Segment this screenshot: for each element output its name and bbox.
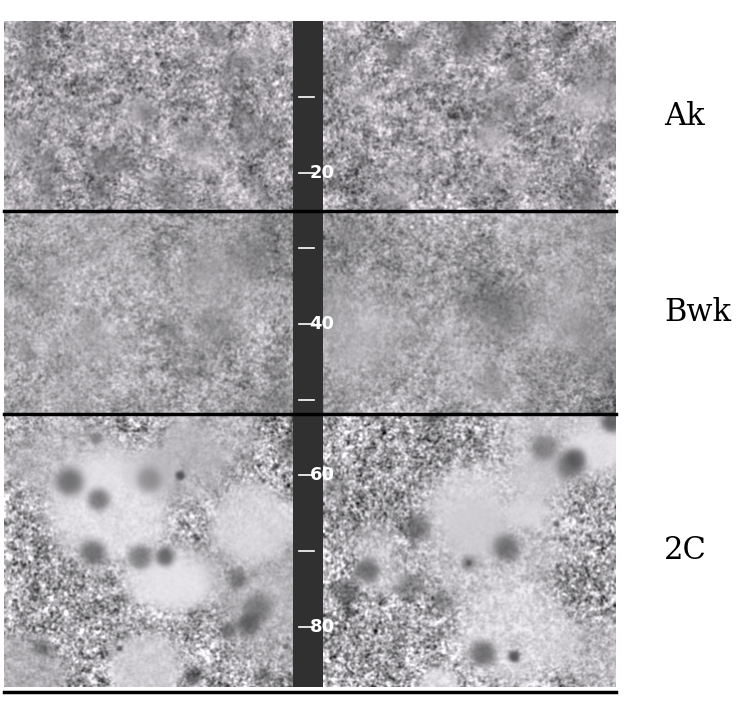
Text: 2C: 2C xyxy=(664,535,707,566)
Text: Bwk: Bwk xyxy=(664,297,731,328)
Text: Ak: Ak xyxy=(664,101,705,132)
Bar xyxy=(293,21,323,687)
Text: 60: 60 xyxy=(309,467,335,484)
Text: 80: 80 xyxy=(309,618,335,636)
Text: 20: 20 xyxy=(309,164,335,182)
Bar xyxy=(616,0,742,705)
Text: 40: 40 xyxy=(309,315,335,333)
